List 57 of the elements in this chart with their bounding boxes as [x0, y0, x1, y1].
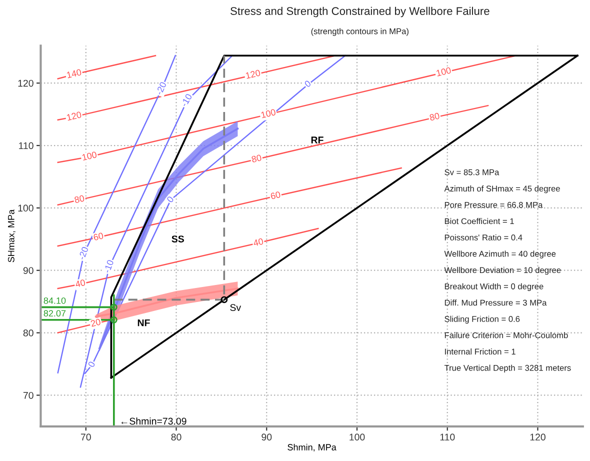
series-label: -20 — [156, 81, 167, 96]
series-label: 40 — [74, 279, 86, 288]
annotation: Wellbore Deviation = 10 degree — [444, 266, 561, 275]
chart-title: Stress and Strength Constrained by Wellbore Failure — [230, 6, 490, 18]
annotation: RF — [311, 136, 324, 144]
annotation: Azimuth of SHmax = 45 degree — [444, 185, 560, 194]
series-label: 100 — [82, 151, 98, 161]
annotation: True Vertical Depth = 3281 meters — [444, 364, 571, 372]
chart-subtitle: (strength contours in MPa) — [311, 28, 408, 36]
data-label: 84.10 — [44, 297, 66, 304]
series-label: 120 — [66, 111, 82, 121]
y-tick-label: 110 — [19, 142, 34, 150]
text: 60 — [93, 232, 104, 241]
annotation: Sv — [230, 304, 242, 312]
annotation: SS — [172, 236, 184, 242]
y-tick-label: 90 — [23, 267, 34, 274]
text: 0 — [88, 360, 96, 368]
series-label: -10 — [180, 93, 192, 108]
annotation: Wellbore Azimuth = 40 degree — [444, 250, 556, 258]
x-tick-label: 120 — [530, 434, 546, 441]
annotation: Diff. Mud Pressure = 3 MPa — [444, 300, 547, 306]
annotation: Breakout Width = 0 degree — [444, 283, 544, 291]
y-tick-label: 70 — [23, 392, 34, 399]
y-tick-label: 120 — [18, 80, 34, 87]
text: 100 — [436, 66, 452, 76]
annotation: Biot Coefficient = 1 — [444, 218, 514, 224]
series-label: 80 — [74, 194, 85, 204]
x-tick-label: 100 — [350, 434, 365, 441]
y-tick-label: 100 — [18, 204, 34, 212]
x-tick-label: 70 — [80, 434, 91, 441]
y-tick-label: 80 — [23, 330, 34, 336]
text: 80 — [429, 112, 440, 121]
text: 0 — [166, 196, 174, 204]
x-tick-label: 90 — [262, 434, 272, 441]
text: 80 — [251, 154, 262, 163]
text: -10 — [104, 259, 114, 272]
annotation: Failure Criterion = Mohr-Coulomb — [444, 332, 568, 338]
annotation: ←Shmin=73.09 — [121, 417, 186, 425]
text: 40 — [252, 238, 264, 246]
series-label: 140 — [66, 68, 82, 78]
text: 100 — [260, 108, 276, 118]
annotation: NF — [138, 319, 150, 326]
annotation: Internal Friction = 1 — [445, 348, 516, 355]
series-label: 60 — [270, 191, 281, 200]
annotation: Pore Pressure = 66.8 MPa — [444, 202, 543, 208]
series-label: 20 — [90, 318, 101, 327]
text: 120 — [246, 69, 261, 79]
annotation: Poissons' Ratio = 0.4 — [444, 234, 522, 240]
y-axis-title: SHmax, MPa — [8, 209, 16, 262]
x-tick-label: 80 — [171, 434, 182, 441]
annotation: Sliding Friction = 0.6 — [444, 316, 520, 324]
series-label: 0 — [304, 80, 312, 88]
data-label: 82.07 — [44, 310, 66, 317]
x-tick-label: 110 — [440, 434, 455, 441]
text: -20 — [79, 246, 88, 260]
annotation: Sv = 85.3 MPa — [444, 169, 500, 176]
x-axis-title: Shmin, MPa — [288, 444, 336, 452]
